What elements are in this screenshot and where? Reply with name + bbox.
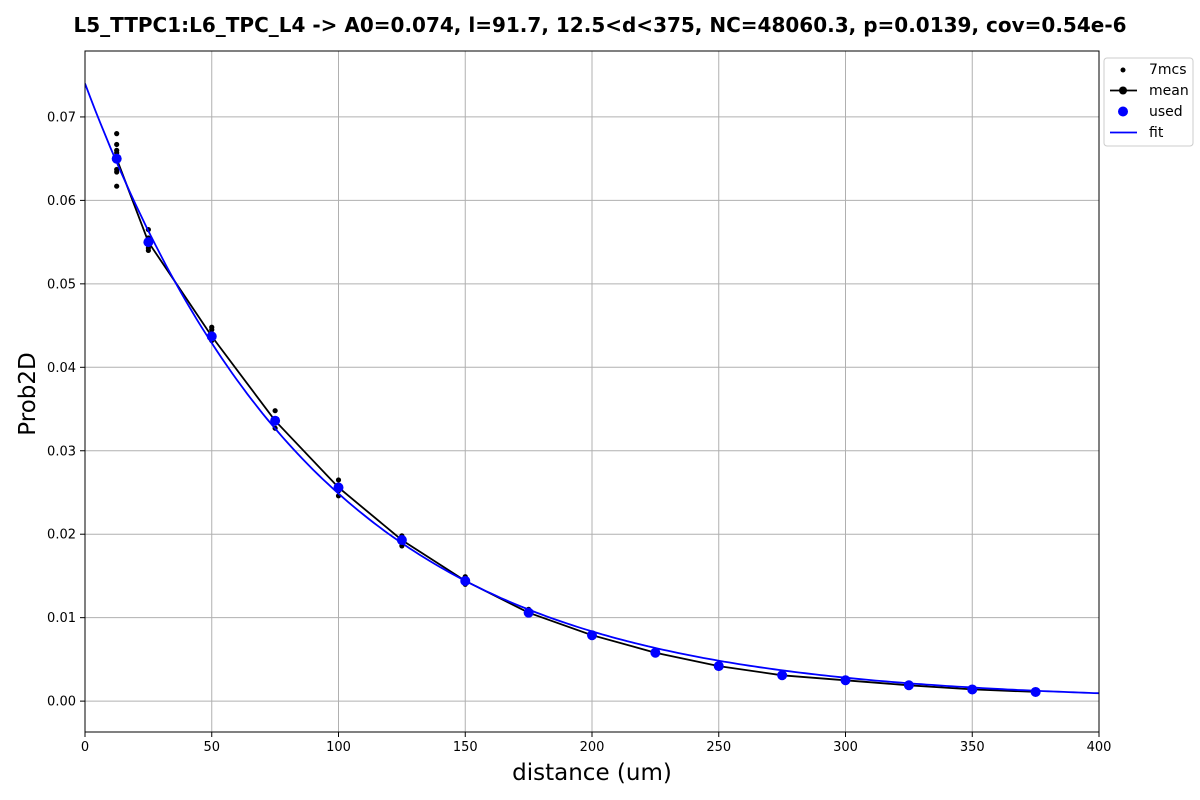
data-point-used [967,684,978,695]
y-tick-label: 0.07 [47,110,76,125]
x-tick-label: 200 [580,740,605,755]
data-point-used [111,153,122,164]
y-tick-label: 0.01 [47,611,76,626]
data-point-used [650,647,661,658]
x-tick-label: 0 [81,740,89,755]
data-point-7mcs [114,131,120,137]
x-axis-label: distance (um) [512,760,672,786]
x-tick-label: 300 [833,740,858,755]
y-tick-label: 0.04 [47,361,76,376]
legend-label-used: used [1149,104,1183,120]
grid [84,51,1100,732]
data-point-used [333,482,344,493]
x-tick-label: 350 [960,740,985,755]
x-tick-label: 100 [326,740,351,755]
x-tick-label: 50 [203,740,220,755]
data-point-used [713,661,724,672]
legend-label-mean: mean [1149,83,1189,99]
y-tick-label: 0.00 [47,695,76,710]
plot-area [85,83,1099,697]
data-point-used [460,575,471,586]
x-tick-label: 250 [706,740,731,755]
chart-title: L5_TTPC1:L6_TPC_L4 -> A0=0.074, l=91.7, … [73,13,1126,37]
y-tick-label: 0.05 [47,277,76,292]
data-point-7mcs [272,408,278,414]
data-point-used [270,415,281,426]
data-point-7mcs [114,169,120,175]
data-point-used [840,675,851,686]
y-axis-label: Prob2D [15,352,41,435]
data-point-used [206,331,217,342]
legend-label-fit: fit [1149,125,1164,141]
data-point-used [143,237,154,248]
x-axis: 0 50 100 150 200 250 300 350 400 [81,732,1112,755]
legend-marker-used [1118,106,1128,117]
data-point-used [587,630,597,641]
y-tick-label: 0.06 [47,194,76,209]
data-point-used [523,607,534,618]
legend-marker-7mcs [1120,67,1126,73]
legend-marker-mean [1119,86,1127,95]
data-point-used [903,680,914,691]
data-point-used [1030,686,1041,697]
data-point-7mcs [114,183,120,189]
x-tick-label: 150 [453,740,478,755]
legend: 7mcs mean used fit [1103,57,1194,147]
data-point-7mcs [335,477,342,483]
y-tick-label: 0.03 [47,444,76,459]
data-point-7mcs [114,141,120,148]
legend-box [1103,57,1194,147]
mean-line [115,158,1036,693]
data-point-used [396,535,407,546]
y-axis: 0.00 0.01 0.02 0.03 0.04 0.05 0.06 0.07 [47,110,85,710]
y-tick-label: 0.02 [47,528,76,543]
data-point-used [777,670,788,681]
legend-label-7mcs: 7mcs [1149,62,1187,78]
plot-clip-group [85,83,1099,697]
data-point-7mcs [145,247,151,254]
x-tick-label: 400 [1087,740,1112,755]
data-point-7mcs [209,327,215,333]
